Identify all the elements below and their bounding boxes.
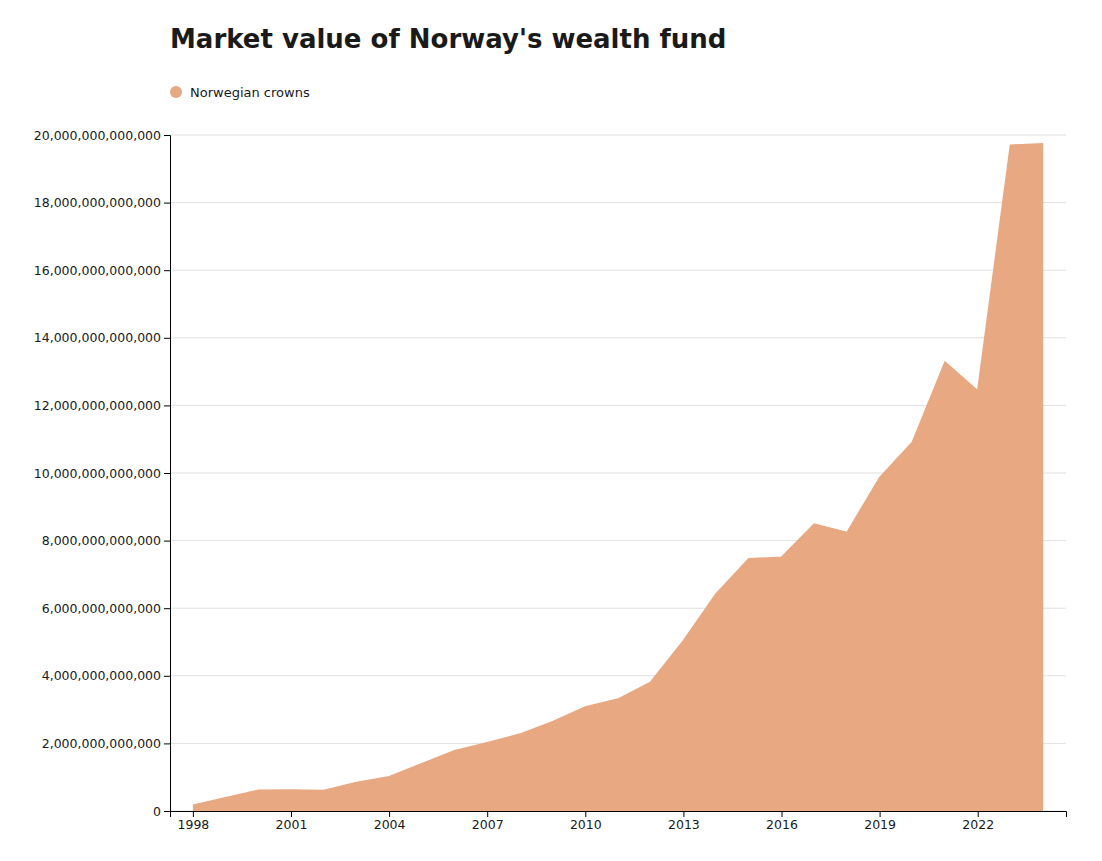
tick-label: 20,000,000,000,000 bbox=[34, 128, 161, 143]
tick-label: 2016 bbox=[766, 817, 798, 832]
tick-mark bbox=[164, 135, 170, 136]
tick-mark bbox=[164, 608, 170, 609]
tick-label: 10,000,000,000,000 bbox=[34, 466, 161, 481]
grid bbox=[170, 135, 1066, 811]
tick: 20,000,000,000,000 bbox=[34, 128, 170, 143]
tick-label: 2022 bbox=[962, 817, 994, 832]
tick-label: 2007 bbox=[472, 817, 504, 832]
tick: 2001 bbox=[276, 811, 308, 832]
tick: 14,000,000,000,000 bbox=[34, 330, 170, 345]
tick-label: 1998 bbox=[177, 817, 209, 832]
tick: 2022 bbox=[962, 811, 994, 832]
tick: 1998 bbox=[177, 811, 209, 832]
chart: 1998 2001 2004 2007 2010 2013 2016 2019 2022 0 2,0… bbox=[0, 0, 1102, 861]
line bbox=[193, 144, 1043, 805]
grid-line bbox=[170, 270, 1066, 271]
tick: 4,000,000,000,000 bbox=[42, 668, 170, 683]
tick: 8,000,000,000,000 bbox=[42, 533, 170, 548]
tick: 2019 bbox=[864, 811, 896, 832]
tick-label: 4,000,000,000,000 bbox=[42, 668, 161, 683]
tick-label: 2019 bbox=[864, 817, 896, 832]
tick-label: 2010 bbox=[570, 817, 602, 832]
tick: 2004 bbox=[374, 811, 406, 832]
title: Market value of Norway's wealth fund bbox=[170, 24, 726, 54]
tick-mark bbox=[164, 405, 170, 406]
tick-label: 8,000,000,000,000 bbox=[42, 533, 161, 548]
tick: 16,000,000,000,000 bbox=[34, 263, 170, 278]
tick-label: 2,000,000,000,000 bbox=[42, 736, 161, 751]
tick: 2007 bbox=[472, 811, 504, 832]
plot: 1998 2001 2004 2007 2010 2013 2016 2019 2022 0 2,0… bbox=[34, 128, 1067, 832]
tick: 2,000,000,000,000 bbox=[42, 736, 170, 751]
tick: 2013 bbox=[668, 811, 700, 832]
legend-item: Norwegian crowns bbox=[170, 85, 310, 100]
tick-mark bbox=[164, 743, 170, 744]
x-axis: 1998 2001 2004 2007 2010 2013 2016 2019 2022 bbox=[171, 811, 1067, 832]
tick: 10,000,000,000,000 bbox=[34, 466, 170, 481]
tick-mark bbox=[164, 541, 170, 542]
tick: 2010 bbox=[570, 811, 602, 832]
grid-line bbox=[170, 135, 1066, 136]
tick-label: 0 bbox=[153, 804, 161, 819]
grid-line bbox=[170, 337, 1066, 338]
axis-line bbox=[164, 136, 171, 812]
tick-mark bbox=[164, 270, 170, 271]
tick: 18,000,000,000,000 bbox=[34, 195, 170, 210]
marks bbox=[193, 144, 1043, 811]
tick-mark bbox=[164, 203, 170, 204]
tick: 12,000,000,000,000 bbox=[34, 398, 170, 413]
tick-label: 18,000,000,000,000 bbox=[34, 195, 161, 210]
tick-label: 14,000,000,000,000 bbox=[34, 330, 161, 345]
tick: 6,000,000,000,000 bbox=[42, 601, 170, 616]
tick: 0 bbox=[153, 804, 170, 819]
tick-mark bbox=[164, 338, 170, 339]
tick-label: 2001 bbox=[276, 817, 308, 832]
tick: 2016 bbox=[766, 811, 798, 832]
tick-label: 12,000,000,000,000 bbox=[34, 398, 161, 413]
tick-mark bbox=[164, 811, 170, 812]
tick-mark bbox=[164, 676, 170, 677]
tick-label: 2013 bbox=[668, 817, 700, 832]
tick-label: 2004 bbox=[374, 817, 406, 832]
tick-label: 16,000,000,000,000 bbox=[34, 263, 161, 278]
y-axis: 0 2,000,000,000,000 4,000,000,000,000 6,000… bbox=[34, 128, 171, 819]
tick-label: 6,000,000,000,000 bbox=[42, 601, 161, 616]
grid-line bbox=[170, 202, 1066, 203]
legend: Norwegian crowns bbox=[170, 85, 310, 100]
legend-label: Norwegian crowns bbox=[190, 85, 310, 100]
tick-mark bbox=[164, 473, 170, 474]
area bbox=[193, 144, 1043, 811]
legend-swatch bbox=[170, 86, 182, 98]
